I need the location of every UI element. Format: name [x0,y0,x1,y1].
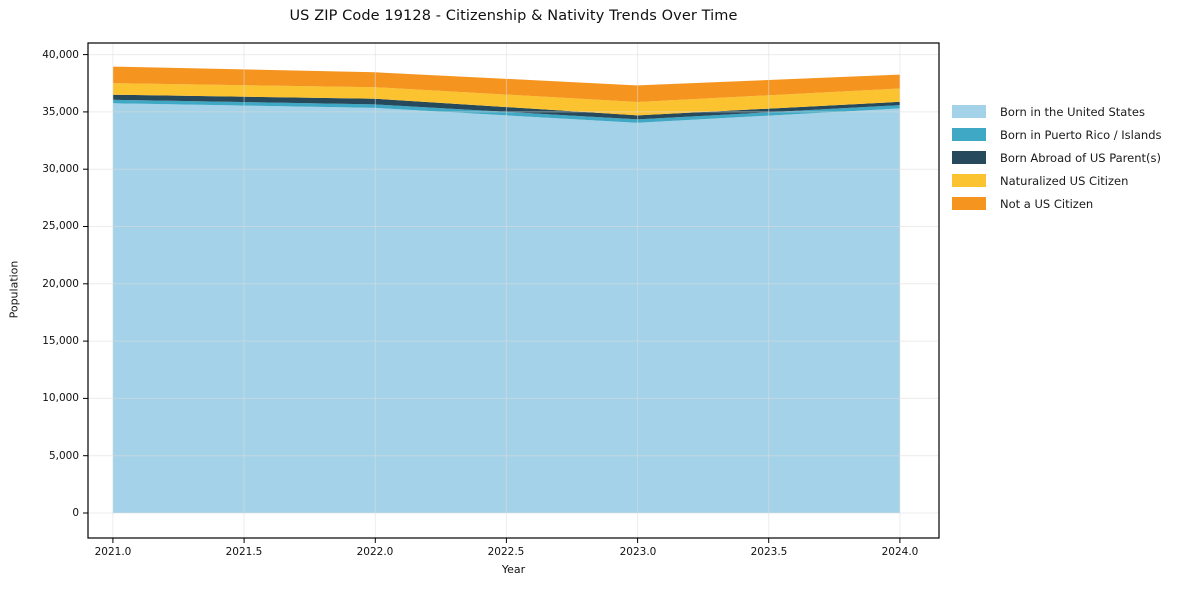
x-tick-label: 2023.0 [619,546,657,558]
legend-label: Born in Puerto Rico / Islands [1000,127,1162,142]
plot-border [87,42,940,539]
legend-swatch [952,128,986,141]
legend-label: Not a US Citizen [1000,196,1094,211]
y-tick-label: 30,000 [42,163,79,175]
x-tick-label: 2022.0 [356,546,394,558]
legend-label: Born Abroad of US Parent(s) [1000,150,1161,165]
legend: Born in the United States Born in Puerto … [952,100,1162,215]
x-tick-label: 2022.5 [487,546,525,558]
legend-label: Born in the United States [1000,104,1145,119]
x-tick-label: 2021.5 [225,546,263,558]
y-tick-label: 20,000 [42,278,79,290]
legend-item-not-a-us-citizen: Not a US Citizen [952,192,1162,215]
y-tick-label: 10,000 [42,392,79,404]
y-tick-label: 5,000 [48,450,79,462]
x-tick-label: 2021.0 [94,546,132,558]
legend-swatch [952,174,986,187]
legend-item-born-in-the-united-states: Born in the United States [952,100,1162,123]
legend-label: Naturalized US Citizen [1000,173,1129,188]
legend-item-naturalized-us-citizen: Naturalized US Citizen [952,169,1162,192]
legend-item-born-abroad-of-us-parent-s: Born Abroad of US Parent(s) [952,146,1162,169]
y-tick-label: 25,000 [42,220,79,232]
y-tick-label: 35,000 [42,106,79,118]
x-axis-label: Year [501,563,526,576]
legend-item-born-in-puerto-rico-islands: Born in Puerto Rico / Islands [952,123,1162,146]
legend-swatch [952,105,986,118]
x-tick-label: 2023.5 [750,546,788,558]
y-tick-label: 40,000 [42,49,79,61]
y-tick-label: 0 [72,507,79,519]
legend-swatch [952,151,986,164]
area-born-in-puerto-rico-islands [112,99,900,123]
chart-title: US ZIP Code 19128 - Citizenship & Nativi… [289,8,738,24]
legend-swatch [952,197,986,210]
x-tick-label: 2024.0 [881,546,919,558]
y-tick-label: 15,000 [42,335,79,347]
